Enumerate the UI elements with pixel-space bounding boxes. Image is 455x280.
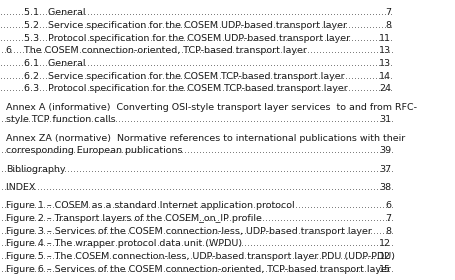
Text: ................................................................................: ........................................… xyxy=(0,165,455,174)
Text: 12: 12 xyxy=(378,239,390,248)
Text: 5.2   Service specification for the COSEM UDP-based transport layer: 5.2 Service specification for the COSEM … xyxy=(24,21,346,30)
Text: Figure 5 – The COSEM connection-less, UDP-based transport layer PDU (UDP-PDU): Figure 5 – The COSEM connection-less, UD… xyxy=(6,252,397,261)
Text: 13: 13 xyxy=(378,46,390,55)
Text: 6.3   Protocol specification for the COSEM TCP-based transport layer: 6.3 Protocol specification for the COSEM… xyxy=(24,84,349,93)
Text: ................................................................................: ........................................… xyxy=(0,46,455,55)
Text: 8: 8 xyxy=(384,227,390,236)
Text: ................................................................................: ........................................… xyxy=(0,34,455,43)
Text: ................................................................................: ........................................… xyxy=(0,201,455,211)
Text: INDEX: INDEX xyxy=(6,183,38,192)
Text: ................................................................................: ........................................… xyxy=(0,252,455,261)
Text: 12: 12 xyxy=(378,252,390,261)
Text: 6.1   General: 6.1 General xyxy=(24,59,85,68)
Text: ................................................................................: ........................................… xyxy=(0,8,455,17)
Text: 6: 6 xyxy=(384,201,390,211)
Text: 37: 37 xyxy=(378,165,390,174)
Text: 14: 14 xyxy=(378,71,390,81)
Text: Figure 4 – The wrapper protocol data unit (WPDU): Figure 4 – The wrapper protocol data uni… xyxy=(6,239,244,248)
Text: ................................................................................: ........................................… xyxy=(0,84,455,93)
Text: 15: 15 xyxy=(378,265,390,274)
Text: ................................................................................: ........................................… xyxy=(0,21,455,30)
Text: 8: 8 xyxy=(384,21,390,30)
Text: ................................................................................: ........................................… xyxy=(0,227,455,236)
Text: 31: 31 xyxy=(378,115,390,124)
Text: ................................................................................: ........................................… xyxy=(0,115,455,124)
Text: ................................................................................: ........................................… xyxy=(0,146,455,155)
Text: Annex ZA (normative)  Normative references to international publications with th: Annex ZA (normative) Normative reference… xyxy=(6,134,404,143)
Text: 24: 24 xyxy=(378,84,390,93)
Text: 7: 7 xyxy=(384,8,390,17)
Text: Figure 1 – COSEM as a standard Internet application protocol: Figure 1 – COSEM as a standard Internet … xyxy=(6,201,297,211)
Text: ................................................................................: ........................................… xyxy=(0,214,455,223)
Text: Figure 3 – Services of the COSEM connection-less, UDP-based transport layer: Figure 3 – Services of the COSEM connect… xyxy=(6,227,374,236)
Text: Figure 2 – Transport layers of the COSEM_on_IP profile: Figure 2 – Transport layers of the COSEM… xyxy=(6,214,264,223)
Text: 5.1   General: 5.1 General xyxy=(24,8,85,17)
Text: ................................................................................: ........................................… xyxy=(0,183,455,192)
Text: 6.2   Service specification for the COSEM TCP-based transport layer: 6.2 Service specification for the COSEM … xyxy=(24,71,346,81)
Text: Figure 6 – Services of the COSEM connection-oriented, TCP-based transport layer: Figure 6 – Services of the COSEM connect… xyxy=(6,265,393,274)
Text: style TCP function calls: style TCP function calls xyxy=(6,115,118,124)
Text: corresponding European publications: corresponding European publications xyxy=(6,146,182,155)
Text: 11: 11 xyxy=(378,34,390,43)
Text: ................................................................................: ........................................… xyxy=(0,265,455,274)
Text: ................................................................................: ........................................… xyxy=(0,71,455,81)
Text: 6    The COSEM connection-oriented, TCP-based transport layer: 6 The COSEM connection-oriented, TCP-bas… xyxy=(6,46,306,55)
Text: ................................................................................: ........................................… xyxy=(0,239,455,248)
Text: 7: 7 xyxy=(384,214,390,223)
Text: 38: 38 xyxy=(378,183,390,192)
Text: Bibliography: Bibliography xyxy=(6,165,65,174)
Text: Annex A (informative)  Converting OSI-style transport layer services  to and fro: Annex A (informative) Converting OSI-sty… xyxy=(6,102,416,111)
Text: ................................................................................: ........................................… xyxy=(0,59,455,68)
Text: 13: 13 xyxy=(378,59,390,68)
Text: 39: 39 xyxy=(378,146,390,155)
Text: 5.3   Protocol specification for the COSEM UDP-based transport layer: 5.3 Protocol specification for the COSEM… xyxy=(24,34,349,43)
